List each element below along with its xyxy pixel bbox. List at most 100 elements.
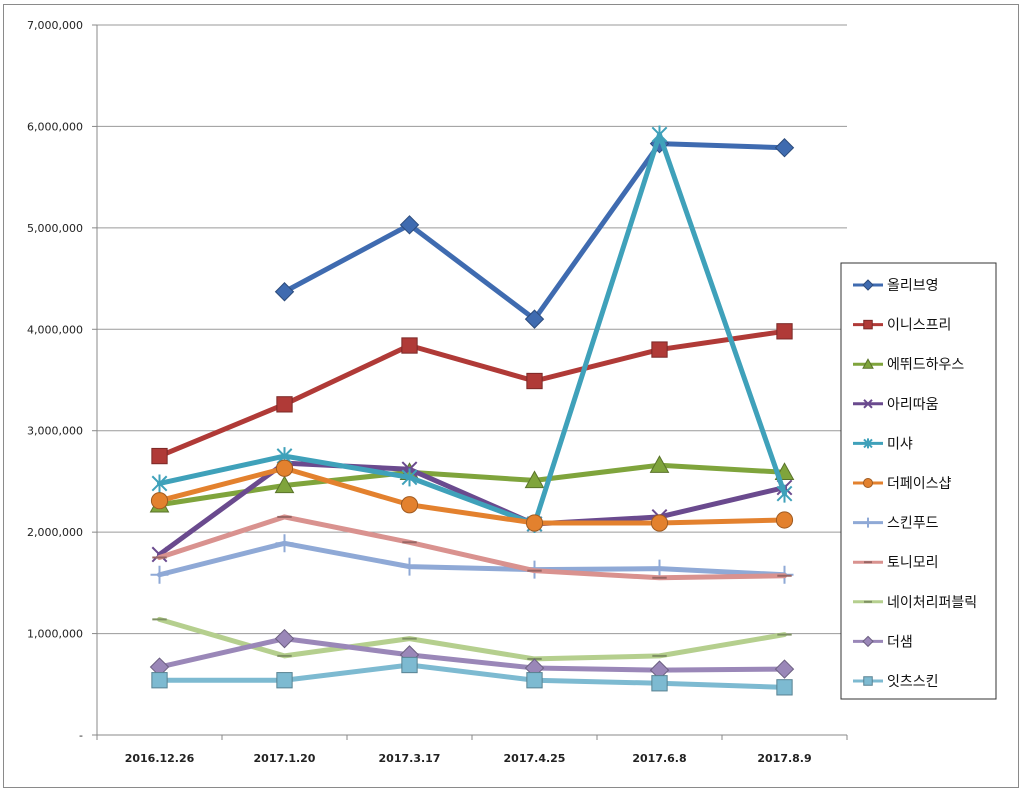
data-point [774,659,795,679]
series-group [149,125,795,696]
legend-item: 아리따움 [853,397,939,413]
data-point [526,372,543,390]
legend: 올리브영이니스프리에뛰드하우스아리따움미샤더페이스샵스킨푸드토니모리네이처리퍼블… [840,262,997,700]
series-9 [152,616,792,662]
x-axis-ticks: 2016.12.26 2017.1.20 2017.3.17 2017.4.25 201… [96,735,848,765]
data-point [151,672,168,689]
y-tick-label: 6,000,000 [27,120,83,133]
series-line [157,662,787,690]
legend-item: 이니스프리 [853,318,951,334]
data-point [524,309,545,329]
data-point [150,492,169,510]
series-2 [151,323,793,465]
data-point [862,279,874,291]
data-point [863,319,873,330]
y-tick-label: 7,000,000 [27,19,83,32]
data-point [862,635,874,648]
legend-label: 네이처리퍼블릭 [887,595,977,611]
data-point [274,628,295,649]
legend-label: 이니스프리 [887,318,951,334]
data-point [651,675,668,692]
data-point [863,517,873,528]
series-line [157,636,787,673]
data-point [401,656,418,674]
data-point [274,475,295,494]
x-tick-label: 2017.3.17 [379,752,441,765]
data-point [863,676,873,686]
data-point [401,468,418,487]
data-point [151,447,168,465]
line-chart: - 1,000,000 2,000,000 3,000,000 4,000,000 5,0… [27,19,997,765]
data-point [863,399,873,409]
legend-label: 스킨푸드 [887,516,939,532]
data-point [276,396,293,413]
data-point [525,514,544,532]
legend-item: 네이처리퍼블릭 [853,595,977,611]
y-tick-label: 3,000,000 [27,425,83,438]
series-line [157,540,787,578]
series-line [157,462,787,508]
data-point [774,138,795,158]
chart-frame: - 1,000,000 2,000,000 3,000,000 4,000,000 5,0… [3,4,1019,788]
legend-item: 잇츠스킨 [853,674,939,690]
legend-label: 토니모리 [887,555,939,571]
data-point [524,470,545,489]
series-line [282,141,787,322]
legend-item: 미샤 [853,436,913,452]
data-point [776,484,793,503]
data-point [776,679,793,696]
data-point [775,511,794,529]
data-point [650,514,669,532]
series-6 [150,459,794,532]
legend-label: 아리따움 [887,397,939,413]
data-point [651,125,668,144]
series-line [157,328,787,459]
data-point [275,459,294,477]
data-point [651,341,668,358]
data-point [862,358,874,369]
legend-item: 더페이스샵 [853,476,952,492]
data-point [863,478,873,488]
legend-label: 잇츠스킨 [887,674,939,690]
series-line [157,514,787,581]
legend-item: 스킨푸드 [853,516,939,532]
series-line [157,132,787,527]
data-point [401,337,418,354]
y-tick-label: 2,000,000 [27,526,83,539]
data-point [151,474,168,493]
data-point [151,546,168,563]
x-tick-label: 2017.1.20 [254,752,316,765]
data-point [400,557,419,576]
legend-item: 더샘 [853,634,913,650]
legend-label: 미샤 [887,436,913,452]
legend-item: 올리브영 [853,278,939,294]
y-tick-label: 5,000,000 [27,222,83,235]
x-tick-label: 2017.8.9 [757,752,811,765]
series-line [157,616,787,662]
x-tick-label: 2017.6.8 [632,752,686,765]
data-point [276,672,293,689]
x-tick-label: 2016.12.26 [125,752,195,765]
x-tick-label: 2017.4.25 [504,752,566,765]
data-point [274,282,295,302]
y-axis-ticks: - 1,000,000 2,000,000 3,000,000 4,000,000 5,0… [27,19,97,742]
series-line [157,465,787,526]
series-4 [151,455,793,563]
legend-label: 에뛰드하우스 [887,357,964,373]
series-8 [152,514,792,581]
axes [96,25,847,736]
legend-label: 더페이스샵 [887,476,952,492]
data-point [776,323,793,340]
y-tick-label: 4,000,000 [27,323,83,336]
legend-item: 토니모리 [853,555,939,571]
legend-item: 에뛰드하우스 [853,357,964,373]
series-11 [151,656,793,696]
data-point [650,559,669,578]
data-point [399,215,420,235]
data-point [526,672,543,689]
data-point [150,565,169,584]
series-line [157,460,787,557]
legend-label: 더샘 [887,634,913,650]
y-tick-label: 1,000,000 [27,628,83,641]
legend-label: 올리브영 [887,278,939,294]
